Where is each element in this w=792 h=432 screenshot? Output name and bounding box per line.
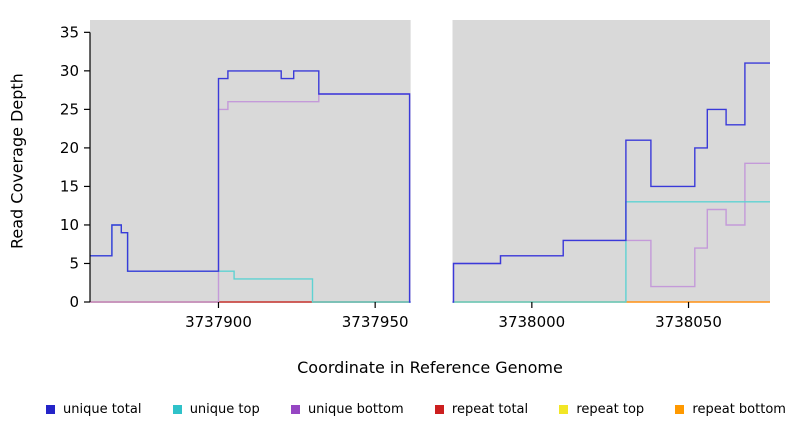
- legend-label: repeat total: [451, 402, 529, 417]
- legend-label: unique top: [189, 402, 260, 417]
- legend-swatch-unique-top: [172, 405, 182, 414]
- legend-label: unique total: [63, 402, 142, 417]
- y-tick-label: 5: [69, 254, 79, 272]
- legend-item-repeat-total: repeat total: [434, 402, 529, 417]
- legend-swatch-repeat-total: [434, 405, 444, 414]
- legend-label: unique bottom: [307, 402, 404, 417]
- y-tick-label: 25: [60, 100, 79, 118]
- legend-item-unique-total: unique total: [46, 402, 141, 417]
- legend-swatch-repeat-top: [559, 405, 569, 414]
- masked-region: [410, 17, 453, 304]
- y-tick-label: 10: [60, 216, 79, 234]
- legend-swatch-unique-bottom: [290, 405, 300, 414]
- legend: unique total unique top unique bottom repea…: [46, 402, 786, 417]
- legend-swatch-unique-total: [46, 405, 55, 414]
- y-tick-label: 15: [60, 177, 79, 195]
- legend-item-unique-top: unique top: [172, 402, 260, 417]
- x-tick-label: 3737950: [342, 313, 409, 331]
- legend-item-repeat-top: repeat top: [559, 402, 644, 417]
- legend-swatch-repeat-bottom: [675, 405, 685, 414]
- y-axis-title: Read Coverage Depth: [7, 73, 27, 249]
- x-tick-label: 3737900: [185, 313, 252, 331]
- legend-label: repeat top: [576, 402, 645, 417]
- legend-label: repeat bottom: [692, 402, 786, 417]
- y-tick-label: 30: [60, 62, 79, 80]
- legend-item-repeat-bottom: repeat bottom: [675, 402, 786, 417]
- y-tick-label: 20: [60, 139, 79, 157]
- y-tick-label: 0: [69, 293, 79, 311]
- x-axis-title: Coordinate in Reference Genome: [297, 358, 563, 377]
- y-tick-label: 35: [60, 23, 79, 41]
- x-tick-label: 3738050: [655, 313, 722, 331]
- legend-item-unique-bottom: unique bottom: [290, 402, 404, 417]
- x-tick-label: 3738000: [498, 313, 565, 331]
